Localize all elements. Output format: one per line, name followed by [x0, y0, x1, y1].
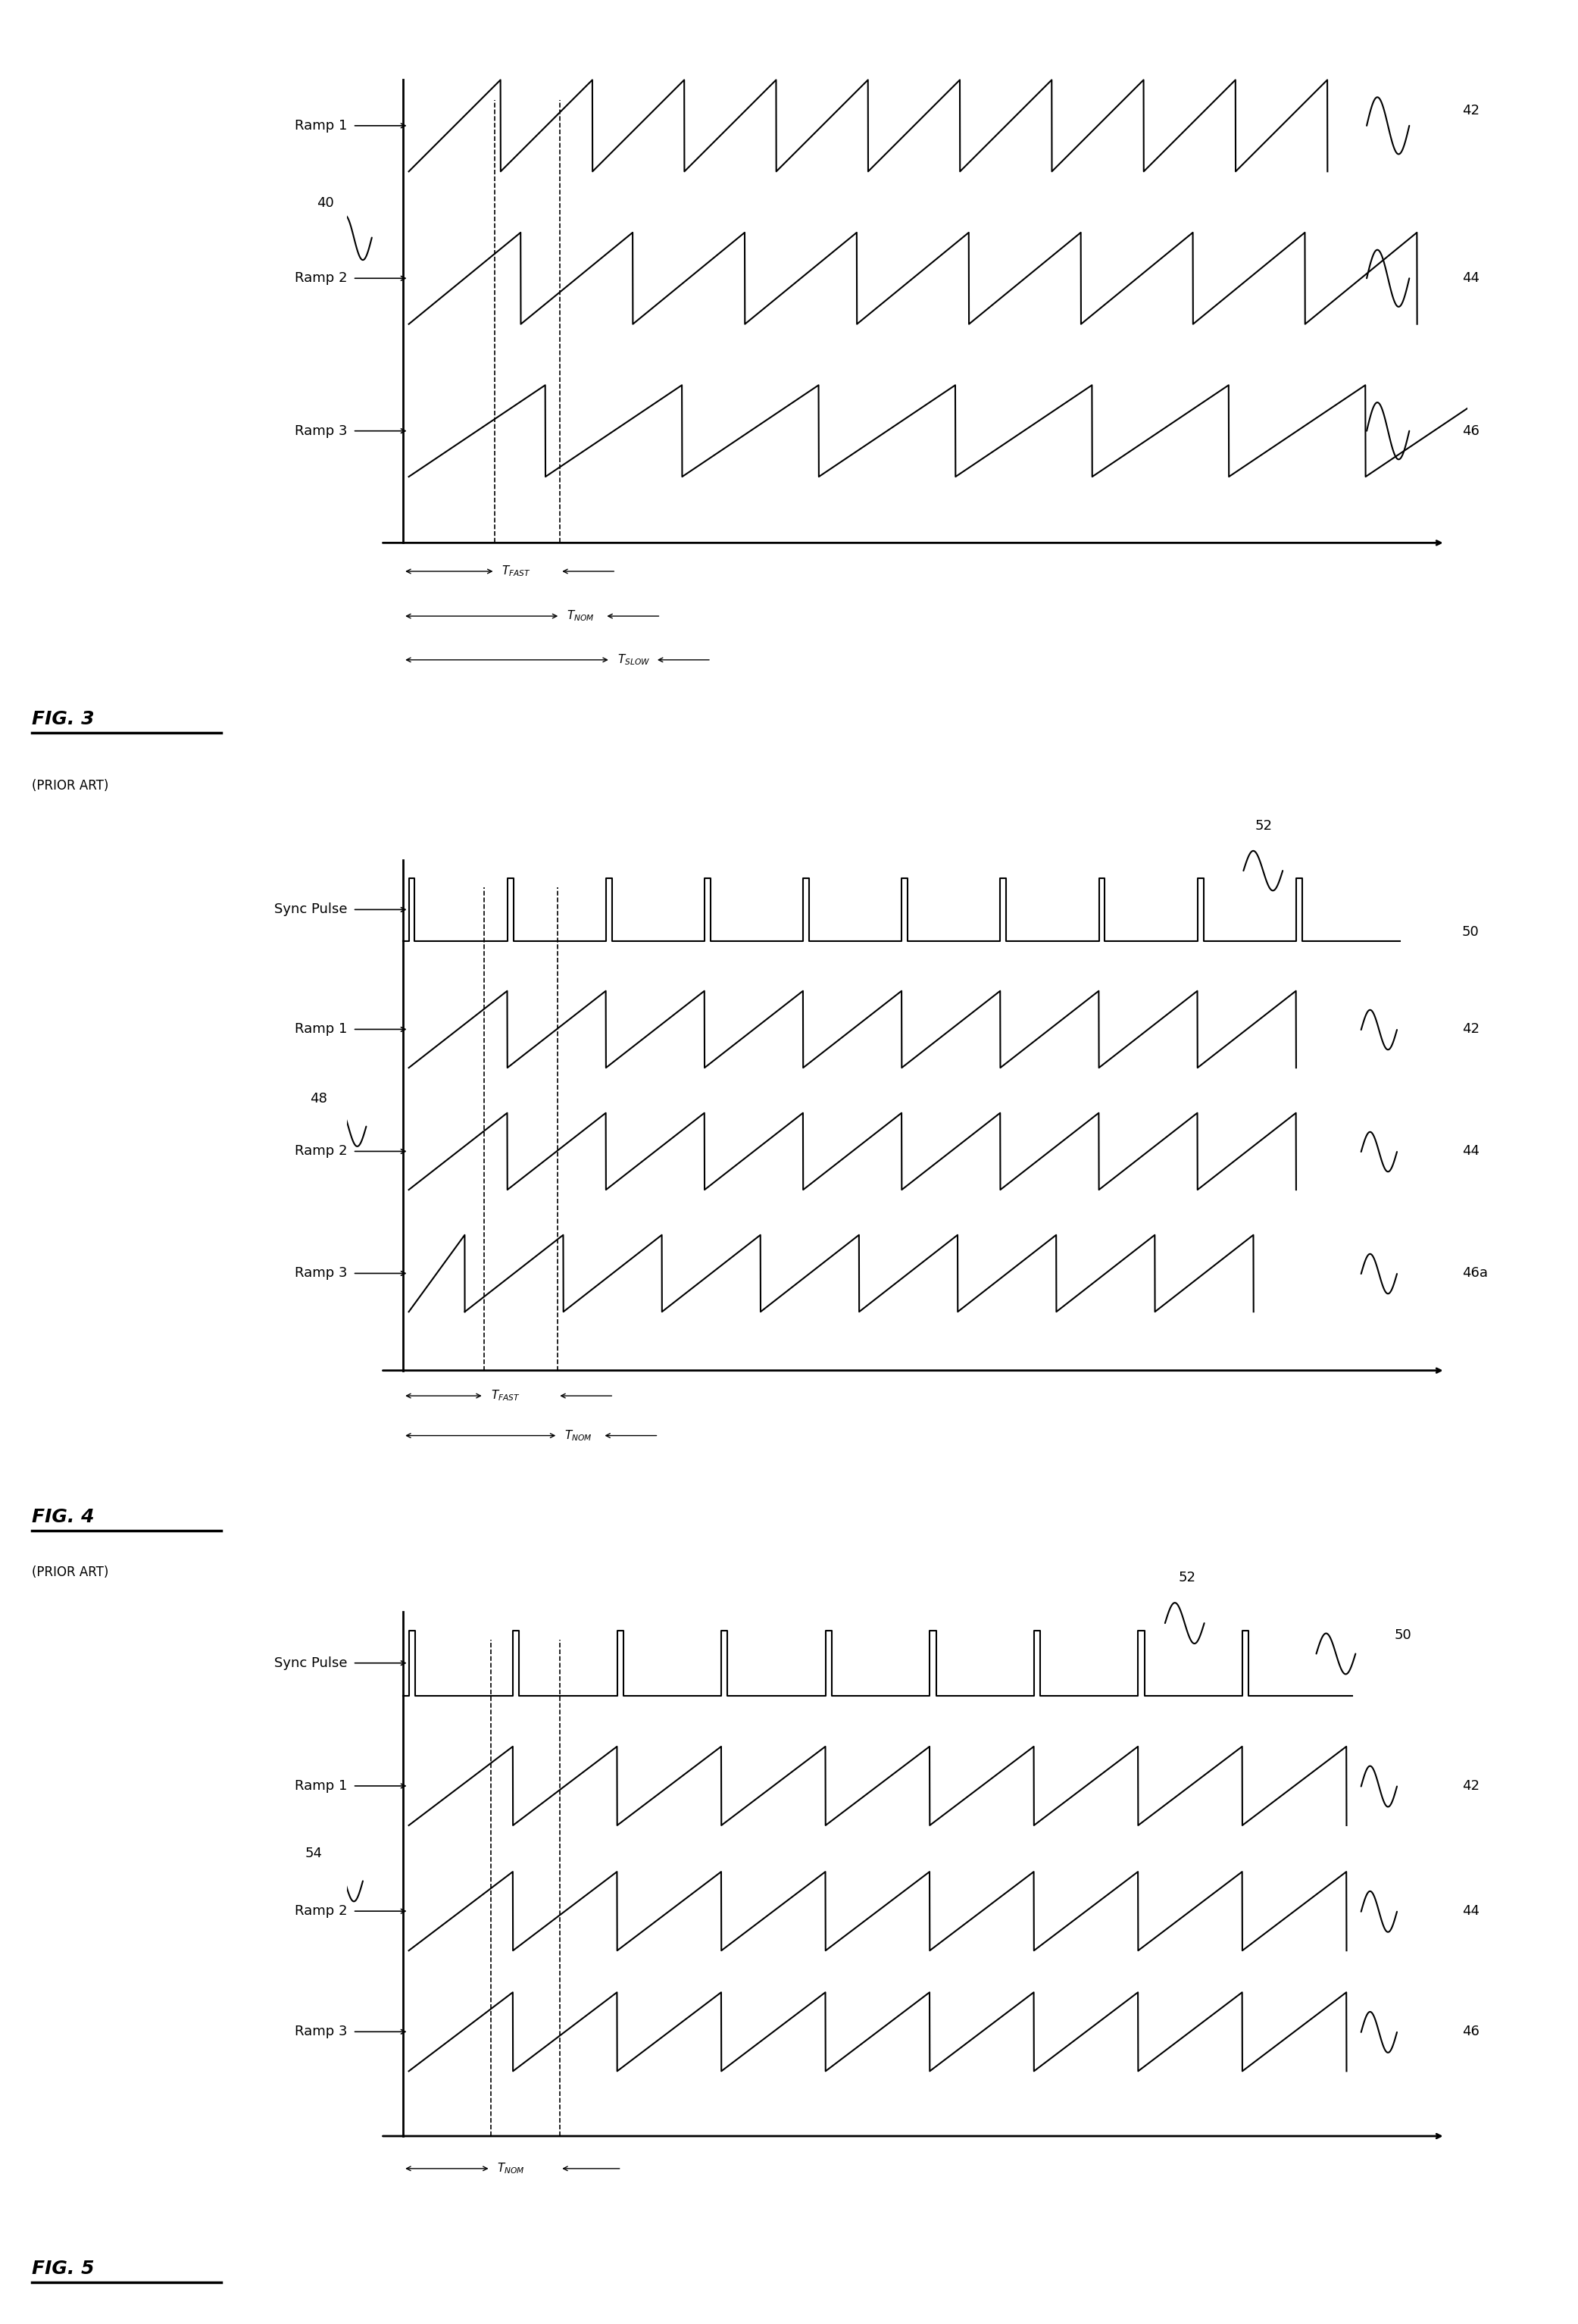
Text: 44: 44: [1461, 272, 1479, 286]
Text: Ramp 3: Ramp 3: [295, 423, 347, 437]
Text: FIG. 3: FIG. 3: [32, 711, 95, 727]
Text: $T_{FAST}$: $T_{FAST}$: [491, 1390, 519, 1404]
Text: Ramp 1: Ramp 1: [295, 1023, 347, 1037]
Text: FIG. 5: FIG. 5: [32, 2259, 95, 2278]
Text: $T_{NOM}$: $T_{NOM}$: [565, 1429, 592, 1443]
Text: 40: 40: [317, 198, 333, 209]
Text: Ramp 1: Ramp 1: [295, 119, 347, 132]
Text: 50: 50: [1395, 1629, 1412, 1643]
Text: 42: 42: [1461, 1780, 1479, 1792]
Text: Sync Pulse: Sync Pulse: [275, 1657, 347, 1671]
Text: 52: 52: [1179, 1571, 1196, 1585]
Text: (PRIOR ART): (PRIOR ART): [32, 779, 109, 792]
Text: $T_{FAST}$: $T_{FAST}$: [502, 565, 532, 579]
Text: Ramp 2: Ramp 2: [295, 1143, 347, 1157]
Text: FIG. 4: FIG. 4: [32, 1508, 95, 1527]
Text: 48: 48: [309, 1092, 327, 1106]
Text: Sync Pulse: Sync Pulse: [275, 902, 347, 916]
Text: Ramp 3: Ramp 3: [295, 2024, 347, 2038]
Text: 42: 42: [1461, 1023, 1479, 1037]
Text: 44: 44: [1461, 1903, 1479, 1917]
Text: 46a: 46a: [1461, 1267, 1488, 1281]
Text: Ramp 2: Ramp 2: [295, 272, 347, 286]
Text: $T_{NOM}$: $T_{NOM}$: [497, 2161, 525, 2175]
Text: 42: 42: [1461, 105, 1479, 116]
Text: Ramp 3: Ramp 3: [295, 1267, 347, 1281]
Text: $T_{NOM}$: $T_{NOM}$: [567, 609, 595, 623]
Text: 46: 46: [1461, 423, 1479, 437]
Text: 52: 52: [1255, 818, 1272, 832]
Text: 54: 54: [305, 1848, 322, 1862]
Text: Ramp 2: Ramp 2: [295, 1903, 347, 1917]
Text: 50: 50: [1461, 925, 1479, 939]
Text: (PRIOR ART): (PRIOR ART): [32, 1566, 109, 1580]
Text: 46: 46: [1461, 2024, 1479, 2038]
Text: $T_{SLOW}$: $T_{SLOW}$: [617, 653, 650, 667]
Text: 44: 44: [1461, 1143, 1479, 1157]
Text: Ramp 1: Ramp 1: [295, 1780, 347, 1792]
